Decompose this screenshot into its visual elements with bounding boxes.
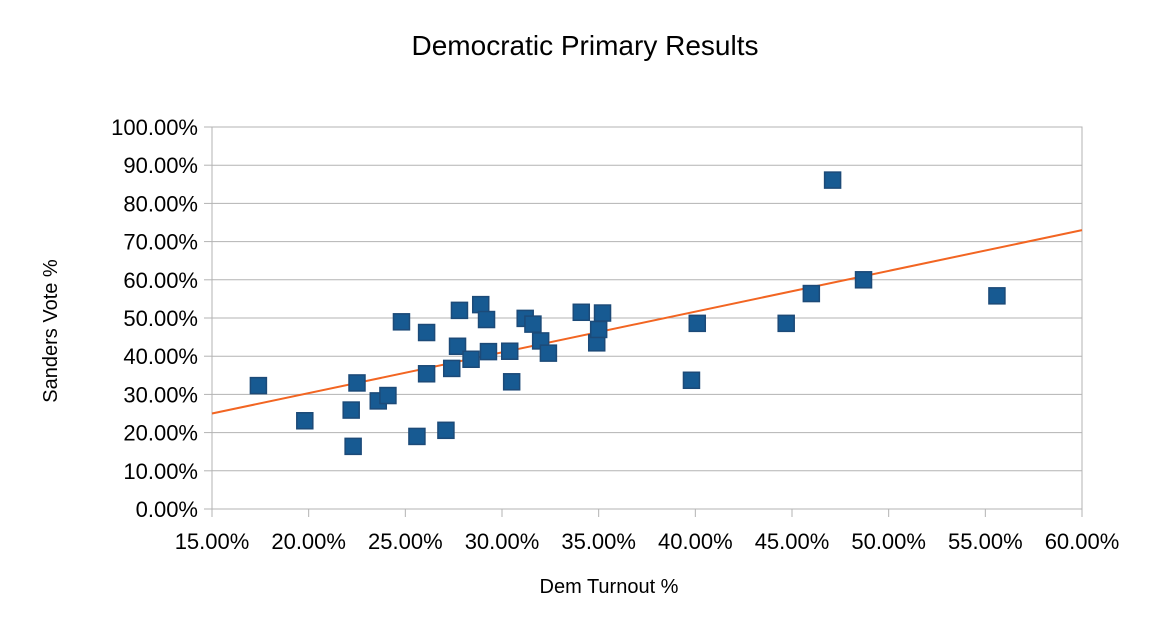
x-tick-label: 60.00% <box>1045 529 1120 554</box>
data-point <box>296 412 314 430</box>
y-tick-label: 40.00% <box>123 344 198 369</box>
data-point <box>249 376 268 395</box>
data-point <box>408 427 426 446</box>
data-point <box>348 374 366 392</box>
y-axis-label: Sanders Vote % <box>40 259 62 403</box>
x-tick-label: 25.00% <box>368 529 443 554</box>
data-point <box>502 373 521 391</box>
trendline <box>211 229 1083 415</box>
data-point <box>682 371 701 390</box>
y-tick-label: 100.00% <box>111 115 198 140</box>
chart-title: Democratic Primary Results <box>412 30 759 61</box>
y-tick-label: 0.00% <box>136 497 198 522</box>
data-point <box>379 386 397 405</box>
data-point <box>500 342 519 360</box>
data-point <box>988 287 1006 305</box>
y-tick-label: 60.00% <box>123 268 198 293</box>
y-tick-label: 80.00% <box>123 191 198 216</box>
data-point <box>477 310 496 329</box>
data-point <box>462 350 480 369</box>
data-point <box>442 359 461 378</box>
x-axis-ticks: 15.00% 20.00% 25.00% 30.00% 35.00% 40.00% 45.0… <box>175 529 1120 554</box>
x-tick-label: 45.00% <box>755 529 830 554</box>
x-axis-label: Dem Turnout % <box>540 576 679 598</box>
y-tick-label: 30.00% <box>123 382 198 407</box>
data-point <box>524 315 542 333</box>
data-point <box>593 304 612 322</box>
data-point <box>688 314 707 333</box>
data-point <box>342 401 360 419</box>
data-point <box>417 365 436 383</box>
plot-area <box>211 126 1083 510</box>
data-point <box>437 421 455 440</box>
x-tick-label: 40.00% <box>658 529 733 554</box>
y-axis-ticks: 0.00% 10.00% 20.00% 30.00% 40.00% 50.00% 60.00… <box>111 115 198 522</box>
data-point <box>539 344 558 362</box>
data-point <box>479 342 498 361</box>
data-point <box>450 301 469 320</box>
x-tick-label: 15.00% <box>175 529 250 554</box>
y-tick-label: 10.00% <box>123 459 198 484</box>
x-tick-label: 50.00% <box>851 529 926 554</box>
data-point <box>777 314 795 333</box>
data-point <box>572 303 591 322</box>
x-tick-label: 30.00% <box>465 529 540 554</box>
data-point <box>589 320 608 339</box>
data-point <box>448 337 467 356</box>
x-tick-label: 35.00% <box>561 529 636 554</box>
y-tick-label: 90.00% <box>123 153 198 178</box>
data-point <box>823 171 842 189</box>
data-points <box>249 171 1006 456</box>
y-tick-label: 70.00% <box>123 230 198 255</box>
y-tick-label: 20.00% <box>123 421 198 446</box>
data-point <box>417 323 436 342</box>
data-point <box>802 284 821 303</box>
data-point <box>471 295 490 314</box>
x-tick-label: 20.00% <box>271 529 346 554</box>
data-point <box>344 437 362 456</box>
data-point <box>392 313 411 331</box>
x-tick-label: 55.00% <box>948 529 1023 554</box>
data-point <box>854 271 873 289</box>
y-tick-label: 50.00% <box>123 306 198 331</box>
